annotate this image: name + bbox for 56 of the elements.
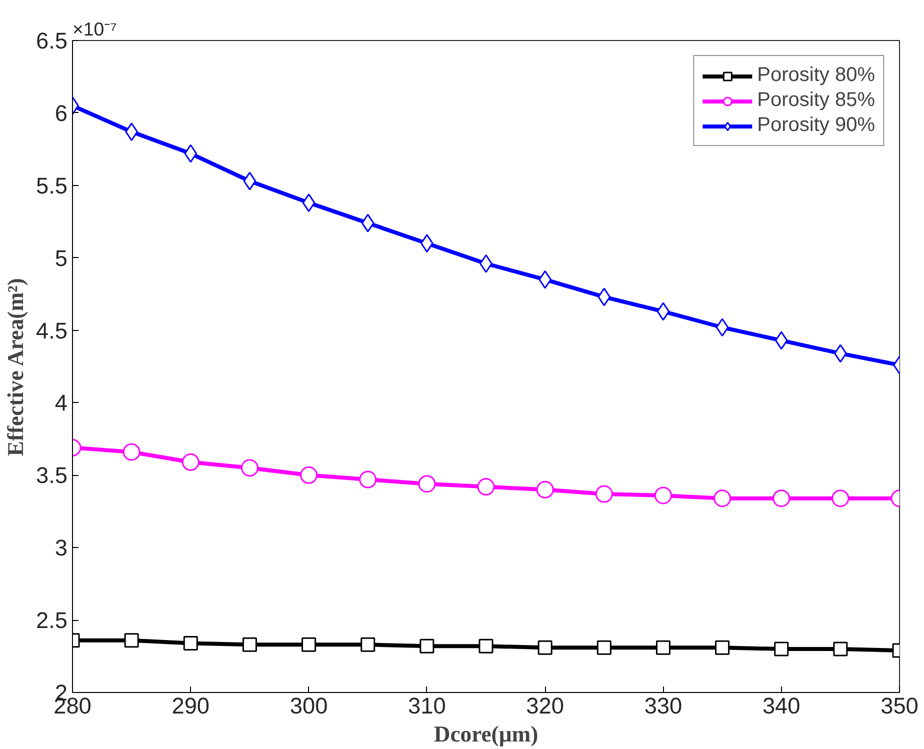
point bbox=[654, 486, 672, 504]
x-tick-label: 320 bbox=[526, 692, 564, 718]
point bbox=[183, 636, 198, 650]
y-tick-label: 4.5 bbox=[36, 317, 68, 344]
legend-label: Porosity 90% bbox=[757, 114, 875, 137]
point bbox=[772, 490, 790, 508]
point bbox=[715, 640, 730, 655]
x-tick-label: 350 bbox=[880, 692, 918, 718]
x-tick-label: 310 bbox=[408, 692, 446, 718]
y-tick-label: 5.5 bbox=[36, 172, 68, 198]
point bbox=[240, 459, 258, 477]
point bbox=[538, 640, 552, 655]
point bbox=[361, 214, 374, 232]
y-tick-label: 6 bbox=[54, 100, 68, 126]
point bbox=[242, 637, 257, 652]
point bbox=[124, 633, 139, 648]
y-tick-label: 3.5 bbox=[36, 462, 68, 488]
point bbox=[656, 640, 670, 655]
point bbox=[478, 638, 494, 654]
point bbox=[595, 485, 613, 503]
point bbox=[477, 478, 495, 496]
x-tick-label: 340 bbox=[762, 692, 800, 718]
y-tick-label: 2.5 bbox=[36, 607, 68, 634]
point bbox=[300, 466, 318, 484]
point bbox=[359, 470, 377, 488]
x-tick-label: 330 bbox=[644, 692, 682, 718]
point bbox=[832, 490, 850, 508]
y-tick-label: 3 bbox=[54, 534, 68, 561]
point bbox=[184, 144, 198, 163]
y-tick-label: 5 bbox=[54, 244, 68, 271]
point bbox=[656, 302, 670, 321]
y-axis-title: Effective Area(m²) bbox=[3, 278, 28, 456]
y-tick-label: 4 bbox=[54, 390, 68, 416]
point bbox=[182, 453, 200, 471]
x-axis-title: Dcore(μm) bbox=[434, 722, 538, 746]
x-tick-label: 300 bbox=[290, 692, 328, 718]
point bbox=[302, 194, 316, 212]
point bbox=[774, 642, 789, 656]
legend-label: Porosity 80% bbox=[757, 64, 875, 87]
point bbox=[122, 443, 140, 461]
point bbox=[420, 638, 434, 654]
point bbox=[714, 490, 732, 508]
point bbox=[360, 637, 376, 652]
point bbox=[716, 318, 729, 337]
point bbox=[598, 288, 611, 306]
x-tick-label: 290 bbox=[172, 692, 210, 718]
point bbox=[833, 642, 848, 656]
y-tick-label: 6.5 bbox=[36, 28, 68, 54]
point bbox=[774, 331, 788, 350]
point bbox=[302, 637, 316, 652]
point bbox=[243, 172, 256, 190]
legend-label: Porosity 85% bbox=[757, 89, 875, 112]
point bbox=[596, 640, 612, 655]
text: ×10⁻⁷ bbox=[72, 18, 117, 40]
point bbox=[536, 480, 554, 498]
point bbox=[418, 475, 436, 493]
